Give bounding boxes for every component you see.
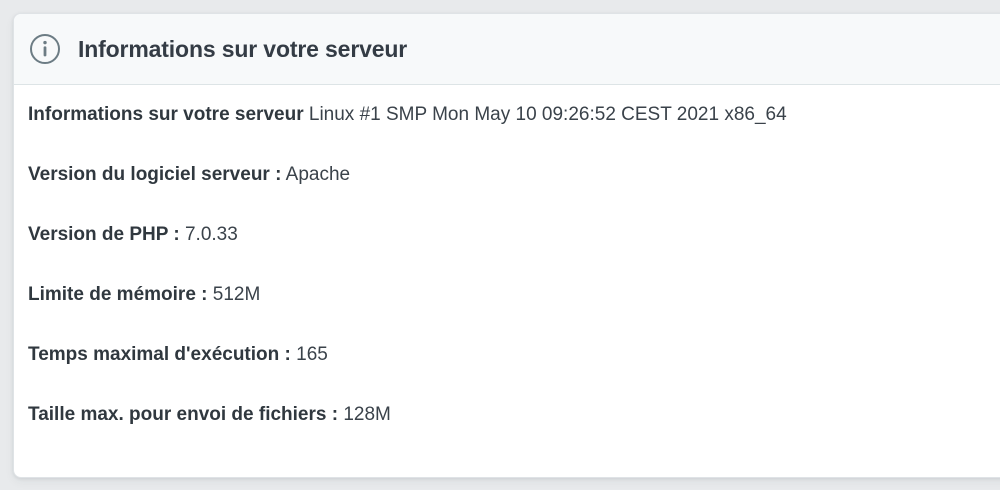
info-row: Temps maximal d'exécution : 165 — [28, 345, 1000, 364]
info-row-label: Limite de mémoire : — [28, 284, 208, 305]
info-row-value: 512M — [212, 284, 261, 305]
info-row-value: Linux #1 SMP Mon May 10 09:26:52 CEST 20… — [308, 104, 787, 125]
info-row-value: 7.0.33 — [184, 224, 238, 245]
server-information-card: Informations sur votre serveur Informati… — [13, 13, 1000, 478]
card-title: Informations sur votre serveur — [78, 35, 408, 62]
info-row-value: 165 — [296, 344, 328, 365]
info-row-label: Version du logiciel serveur : — [28, 164, 282, 185]
info-row-value: 128M — [343, 404, 391, 425]
info-row: Version du logiciel serveur : Apache — [28, 165, 1000, 184]
info-row-label: Temps maximal d'exécution : — [28, 344, 291, 365]
info-row: Limite de mémoire : 512M — [28, 285, 1000, 304]
info-row-label: Informations sur votre serveur — [28, 104, 304, 125]
info-row-label: Version de PHP : — [28, 224, 180, 245]
info-row-value: Apache — [285, 164, 351, 185]
card-header: Informations sur votre serveur — [14, 14, 1000, 85]
info-row: Version de PHP : 7.0.33 — [28, 225, 1000, 244]
info-circle-icon — [30, 34, 60, 64]
info-row: Taille max. pour envoi de fichiers : 128… — [28, 405, 1000, 424]
info-row: Informations sur votre serveur Linux #1 … — [28, 105, 1000, 124]
info-row-label: Taille max. pour envoi de fichiers : — [28, 404, 339, 425]
card-body: Informations sur votre serveur Linux #1 … — [14, 85, 1000, 424]
